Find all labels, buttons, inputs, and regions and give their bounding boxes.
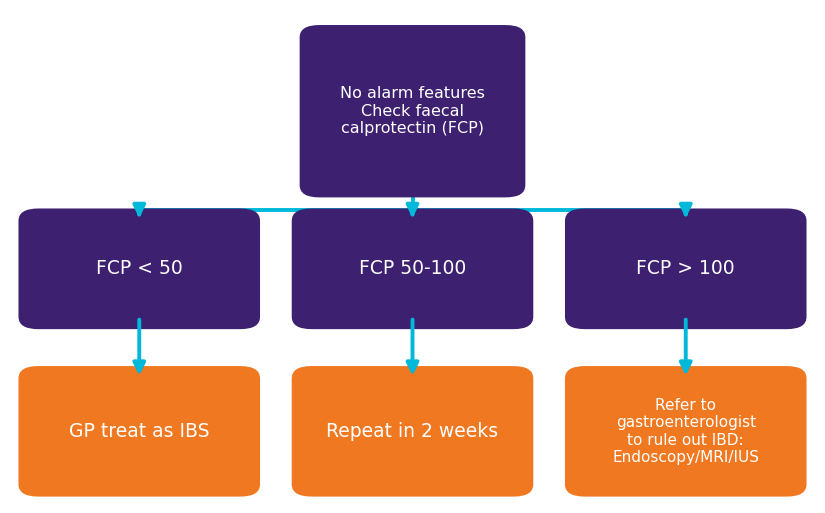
Text: FCP < 50: FCP < 50 — [96, 259, 182, 279]
FancyBboxPatch shape — [292, 366, 533, 497]
FancyBboxPatch shape — [18, 208, 260, 329]
Text: No alarm features
Check faecal
calprotectin (FCP): No alarm features Check faecal calprotec… — [340, 86, 485, 136]
Text: Repeat in 2 weeks: Repeat in 2 weeks — [327, 422, 498, 441]
FancyBboxPatch shape — [299, 25, 526, 198]
FancyBboxPatch shape — [292, 208, 533, 329]
Text: Refer to
gastroenterologist
to rule out IBD:
Endoscopy/MRI/IUS: Refer to gastroenterologist to rule out … — [612, 398, 759, 465]
Text: GP treat as IBS: GP treat as IBS — [69, 422, 210, 441]
Text: FCP 50-100: FCP 50-100 — [359, 259, 466, 279]
FancyBboxPatch shape — [565, 208, 807, 329]
Text: FCP > 100: FCP > 100 — [636, 259, 735, 279]
FancyBboxPatch shape — [18, 366, 260, 497]
FancyBboxPatch shape — [565, 366, 807, 497]
